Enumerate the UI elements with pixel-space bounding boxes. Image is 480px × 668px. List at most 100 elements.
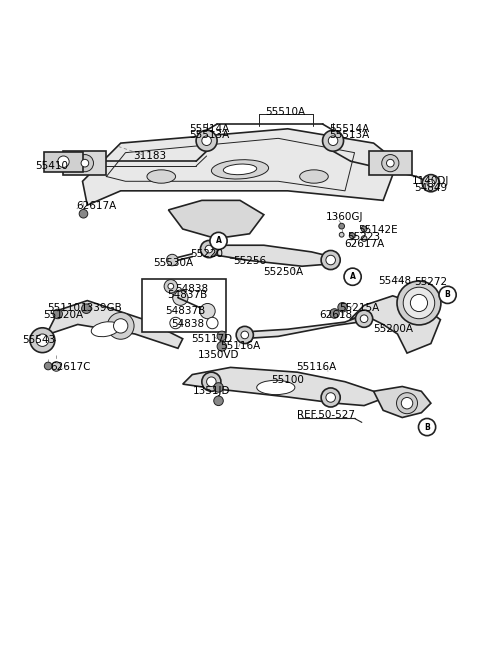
Circle shape [356, 310, 372, 327]
Circle shape [217, 331, 227, 341]
Circle shape [205, 245, 213, 253]
Text: REF.50-527: REF.50-527 [297, 410, 355, 420]
Text: 55272: 55272 [414, 277, 447, 287]
Circle shape [210, 232, 227, 250]
Circle shape [214, 396, 223, 405]
Circle shape [241, 331, 249, 339]
Ellipse shape [300, 170, 328, 183]
Text: 55256: 55256 [233, 255, 266, 265]
FancyBboxPatch shape [44, 152, 83, 172]
Circle shape [321, 388, 340, 407]
Text: 54838: 54838 [171, 319, 204, 329]
Circle shape [58, 156, 69, 168]
Text: 55250A: 55250A [263, 267, 303, 277]
Circle shape [200, 303, 215, 319]
Circle shape [419, 418, 436, 436]
Text: 55116A: 55116A [220, 341, 260, 351]
Ellipse shape [147, 170, 176, 183]
Text: 55514A: 55514A [330, 124, 370, 134]
Circle shape [339, 223, 345, 229]
Text: 1350VD: 1350VD [198, 349, 239, 359]
Ellipse shape [223, 164, 257, 174]
Circle shape [326, 255, 336, 265]
Text: 1339GB: 1339GB [81, 303, 122, 313]
Text: 55510A: 55510A [265, 107, 305, 117]
Circle shape [401, 397, 413, 409]
Text: 55410: 55410 [35, 162, 68, 172]
Circle shape [344, 268, 361, 285]
Circle shape [44, 362, 52, 370]
Text: 31183: 31183 [133, 151, 166, 161]
Circle shape [214, 383, 223, 392]
Text: 54838: 54838 [175, 284, 208, 294]
Circle shape [206, 317, 218, 329]
Circle shape [382, 154, 399, 172]
Circle shape [330, 309, 339, 318]
Polygon shape [350, 296, 441, 353]
Text: 55120A: 55120A [43, 310, 84, 320]
Text: 54849: 54849 [414, 183, 447, 193]
Text: 62617A: 62617A [344, 239, 384, 249]
Circle shape [361, 236, 367, 241]
Circle shape [339, 232, 344, 237]
Circle shape [321, 250, 340, 270]
Circle shape [202, 372, 221, 391]
Text: 55215A: 55215A [339, 303, 379, 313]
Text: B: B [424, 423, 430, 432]
Text: 55514A: 55514A [189, 124, 229, 134]
Polygon shape [183, 367, 383, 405]
Text: 55543: 55543 [22, 335, 55, 345]
Text: 55200A: 55200A [372, 324, 413, 334]
Polygon shape [83, 129, 397, 205]
Circle shape [196, 130, 217, 151]
Text: A: A [216, 236, 221, 245]
Polygon shape [39, 301, 183, 348]
Text: 62617C: 62617C [50, 363, 91, 372]
Circle shape [36, 334, 48, 347]
Circle shape [202, 136, 211, 146]
Polygon shape [202, 245, 336, 267]
Circle shape [422, 174, 440, 192]
Text: 1140DJ: 1140DJ [412, 176, 450, 186]
Text: 1360GJ: 1360GJ [326, 212, 364, 222]
Ellipse shape [91, 322, 120, 337]
Circle shape [439, 287, 456, 303]
FancyBboxPatch shape [142, 279, 226, 331]
Circle shape [338, 303, 348, 312]
Circle shape [403, 287, 435, 319]
Text: 54837B: 54837B [168, 291, 208, 301]
Polygon shape [240, 315, 364, 339]
Circle shape [53, 309, 62, 319]
Ellipse shape [211, 160, 269, 179]
Text: 62617A: 62617A [77, 200, 117, 210]
Circle shape [164, 280, 178, 293]
Circle shape [396, 393, 418, 413]
Circle shape [168, 283, 174, 289]
Polygon shape [373, 387, 431, 418]
Text: 55513A: 55513A [330, 130, 370, 140]
Text: 62618: 62618 [319, 310, 352, 320]
Text: 55100: 55100 [271, 375, 304, 385]
Circle shape [79, 210, 88, 218]
Text: 55220: 55220 [190, 248, 223, 259]
FancyBboxPatch shape [63, 151, 107, 175]
Circle shape [81, 160, 89, 167]
Polygon shape [168, 200, 264, 238]
Circle shape [167, 255, 178, 266]
Circle shape [427, 180, 435, 187]
Circle shape [326, 393, 336, 402]
Circle shape [360, 315, 368, 323]
Text: 55142E: 55142E [359, 225, 398, 235]
Circle shape [82, 304, 91, 313]
Circle shape [51, 361, 61, 371]
Circle shape [323, 130, 344, 151]
Circle shape [410, 295, 428, 311]
FancyBboxPatch shape [369, 151, 412, 175]
Text: A: A [350, 273, 356, 281]
Circle shape [386, 160, 394, 167]
Circle shape [361, 226, 367, 232]
Text: 55530A: 55530A [153, 259, 193, 269]
Circle shape [397, 281, 441, 325]
Circle shape [200, 240, 217, 258]
Circle shape [236, 327, 253, 343]
